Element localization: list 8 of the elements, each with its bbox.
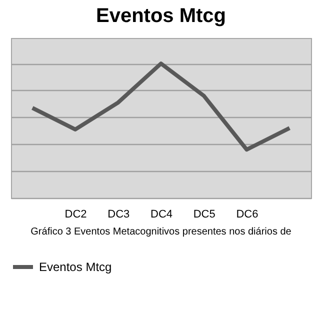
- x-tick-label: DC4: [150, 208, 173, 220]
- x-tick-label: DC6: [236, 208, 258, 220]
- chart-title: Eventos Mtcg: [96, 5, 226, 27]
- x-tick-label: DC3: [108, 208, 130, 220]
- x-tick-label: DC2: [64, 208, 87, 220]
- text: Gráfico 3 Eventos Metacognitivos presentes nos diários de: [30, 226, 292, 238]
- x-tick-label: DC5: [193, 208, 216, 220]
- legend-label: Eventos Mtcg: [39, 260, 112, 274]
